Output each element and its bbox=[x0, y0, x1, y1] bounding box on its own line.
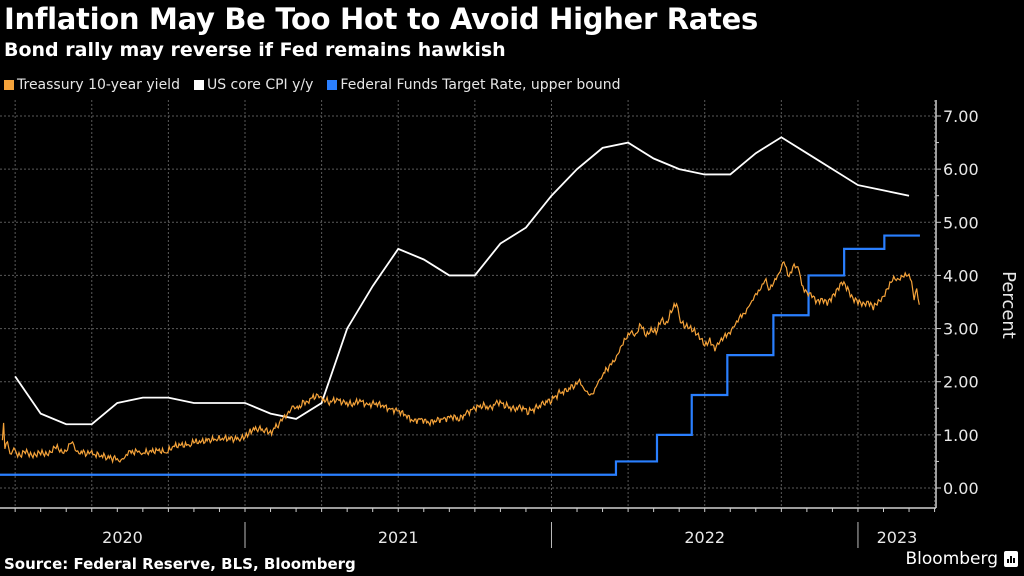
legend-item-treasury-yield: Treassury 10-year yield bbox=[4, 77, 180, 93]
legend-item-fed-funds: Federal Funds Target Rate, upper bound bbox=[327, 77, 620, 93]
legend-swatch-fed-funds bbox=[327, 80, 338, 90]
y-tick-label: 5.00 bbox=[943, 213, 979, 232]
x-tick-label: 2023 bbox=[877, 528, 918, 547]
x-tick-label: 2021 bbox=[378, 528, 419, 547]
bloomberg-chart-icon bbox=[1004, 551, 1018, 567]
source-note: Source: Federal Reserve, BLS, Bloomberg bbox=[4, 555, 356, 573]
chart-subtitle: Bond rally may reverse if Fed remains ha… bbox=[4, 39, 506, 61]
chart-title: Inflation May Be Too Hot to Avoid Higher… bbox=[4, 2, 758, 36]
gridlines bbox=[0, 100, 936, 508]
axes: 0.00 1.00 2.00 3.00 4.00 5.00 6.00 7.00 2020 2021… bbox=[0, 100, 979, 548]
y-tick-label: 7.00 bbox=[943, 107, 979, 126]
legend: Treassury 10-year yield US core CPI y/y … bbox=[4, 77, 620, 93]
core-cpi-line bbox=[14, 136, 910, 426]
y-axis-title: Percent bbox=[998, 271, 1019, 339]
legend-swatch-treasury-yield bbox=[4, 80, 14, 90]
fed-funds-line bbox=[0, 234, 920, 476]
legend-label-core-cpi: US core CPI y/y bbox=[206, 77, 314, 93]
y-tick-label: 4.00 bbox=[943, 266, 979, 285]
series-group bbox=[0, 136, 920, 476]
y-tick-label: 0.00 bbox=[943, 479, 979, 498]
y-tick-label: 3.00 bbox=[943, 320, 979, 339]
y-tick-label: 1.00 bbox=[943, 426, 979, 445]
legend-label-treasury-yield: Treassury 10-year yield bbox=[17, 77, 180, 93]
y-tick-label: 2.00 bbox=[943, 373, 979, 392]
x-tick-label: 2022 bbox=[684, 528, 725, 547]
brand-name: Bloomberg bbox=[905, 549, 998, 569]
legend-swatch-core-cpi bbox=[193, 80, 204, 90]
x-tick-label: 2020 bbox=[102, 528, 143, 547]
treasury-yield-line bbox=[1, 261, 920, 465]
legend-item-core-cpi: US core CPI y/y bbox=[193, 77, 314, 93]
brand-logo: Bloomberg bbox=[906, 549, 1018, 569]
y-tick-label: 6.00 bbox=[943, 160, 979, 179]
legend-label-fed-funds: Federal Funds Target Rate, upper bound bbox=[340, 77, 621, 93]
